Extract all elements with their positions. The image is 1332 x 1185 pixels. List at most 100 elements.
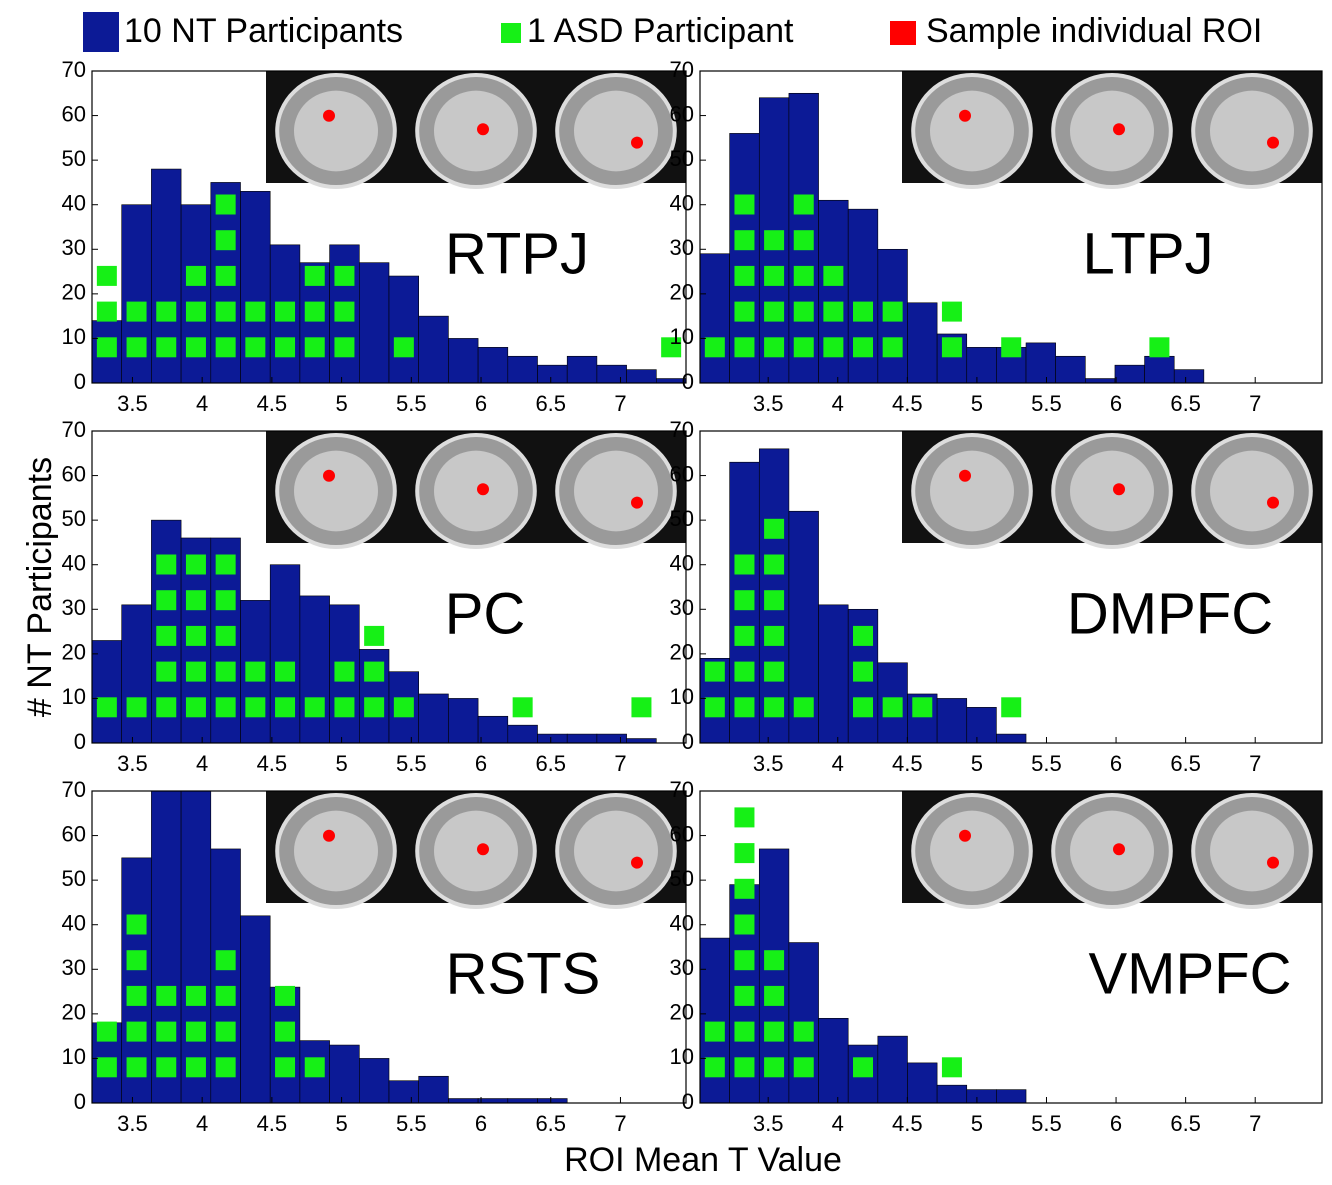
asd-marker: [853, 662, 873, 682]
asd-marker: [764, 697, 784, 717]
x-tick-label: 5: [335, 391, 347, 416]
asd-marker: [734, 590, 754, 610]
x-tick-label: 6: [475, 391, 487, 416]
y-tick-label: 60: [62, 821, 86, 846]
histogram-bar: [819, 605, 849, 743]
asd-marker: [883, 697, 903, 717]
histogram-bar: [967, 707, 997, 743]
x-tick-label: 5: [971, 391, 983, 416]
asd-marker: [823, 302, 843, 322]
asd-marker: [764, 302, 784, 322]
histogram-bar: [181, 791, 211, 1103]
asd-marker: [97, 1057, 117, 1077]
legend-label: 1 ASD Participant: [527, 12, 794, 50]
y-tick-label: 40: [62, 191, 86, 216]
y-tick-label: 50: [670, 506, 694, 531]
asd-marker: [275, 302, 295, 322]
asd-marker: [275, 697, 295, 717]
asd-marker: [127, 915, 147, 935]
brain-image: [434, 451, 518, 532]
brain-image: [930, 811, 1014, 892]
asd-marker: [186, 555, 206, 575]
x-tick-label: 5: [971, 1111, 983, 1136]
histogram-bar: [907, 303, 937, 383]
y-tick-label: 70: [670, 57, 694, 82]
x-tick-label: 4.5: [257, 391, 288, 416]
asd-marker: [156, 590, 176, 610]
histogram-bar: [1026, 343, 1056, 383]
asd-marker: [156, 337, 176, 357]
asd-marker: [97, 266, 117, 286]
histogram-bar: [330, 1045, 360, 1103]
asd-marker: [734, 986, 754, 1006]
asd-marker: [156, 986, 176, 1006]
x-tick-label: 4: [832, 391, 844, 416]
histogram-bar: [241, 916, 271, 1103]
x-tick-label: 5.5: [1031, 751, 1062, 776]
histogram-bar: [967, 347, 997, 383]
asd-marker: [127, 950, 147, 970]
asd-marker: [513, 697, 533, 717]
asd-marker: [823, 266, 843, 286]
y-tick-label: 70: [62, 777, 86, 802]
x-tick-label: 6: [1110, 391, 1122, 416]
y-tick-label: 40: [670, 191, 694, 216]
asd-marker: [794, 230, 814, 250]
y-tick-label: 30: [62, 595, 86, 620]
x-tick-label: 4.5: [257, 751, 288, 776]
legend-swatch: [890, 21, 916, 45]
panel-title: VMPFC: [1089, 941, 1292, 1006]
histogram-bar: [389, 276, 419, 383]
roi-marker: [1267, 137, 1279, 149]
x-tick-label: 4.5: [892, 751, 923, 776]
asd-marker: [186, 986, 206, 1006]
asd-marker: [764, 519, 784, 539]
asd-marker: [794, 337, 814, 357]
x-tick-label: 7: [1249, 391, 1261, 416]
asd-marker: [734, 1057, 754, 1077]
roi-marker: [959, 470, 971, 482]
asd-marker: [734, 337, 754, 357]
brain-image: [1210, 91, 1294, 172]
asd-marker: [794, 1022, 814, 1042]
asd-marker: [305, 697, 325, 717]
roi-marker: [631, 137, 643, 149]
roi-marker: [1113, 843, 1125, 855]
y-tick-label: 70: [670, 777, 694, 802]
asd-marker: [216, 697, 236, 717]
y-tick-label: 40: [62, 911, 86, 936]
x-tick-label: 5: [335, 1111, 347, 1136]
y-tick-label: 30: [62, 235, 86, 260]
y-tick-label: 60: [62, 461, 86, 486]
asd-marker: [764, 337, 784, 357]
roi-marker: [1113, 483, 1125, 495]
asd-marker: [364, 662, 384, 682]
asd-marker: [734, 555, 754, 575]
histogram-bar: [538, 365, 568, 383]
y-tick-label: 20: [670, 280, 694, 305]
asd-marker: [127, 1057, 147, 1077]
histogram-bar: [359, 1058, 389, 1103]
x-tick-label: 7: [1249, 751, 1261, 776]
asd-marker: [334, 697, 354, 717]
panel-title: LTPJ: [1082, 221, 1213, 286]
asd-marker: [734, 302, 754, 322]
asd-marker: [127, 986, 147, 1006]
histogram-bar: [478, 716, 508, 743]
x-tick-label: 6.5: [1170, 391, 1201, 416]
asd-marker: [275, 1022, 295, 1042]
brain-image: [1070, 91, 1154, 172]
asd-marker: [156, 555, 176, 575]
brain-image: [574, 451, 658, 532]
asd-marker: [216, 590, 236, 610]
y-tick-label: 30: [62, 955, 86, 980]
asd-marker: [794, 697, 814, 717]
asd-marker: [734, 915, 754, 935]
x-tick-label: 3.5: [753, 391, 784, 416]
panel-title: DMPFC: [1067, 581, 1273, 646]
histogram-bar: [300, 596, 330, 743]
asd-marker: [245, 697, 265, 717]
asd-marker: [734, 230, 754, 250]
asd-marker: [853, 1057, 873, 1077]
histogram-bar: [700, 254, 730, 383]
